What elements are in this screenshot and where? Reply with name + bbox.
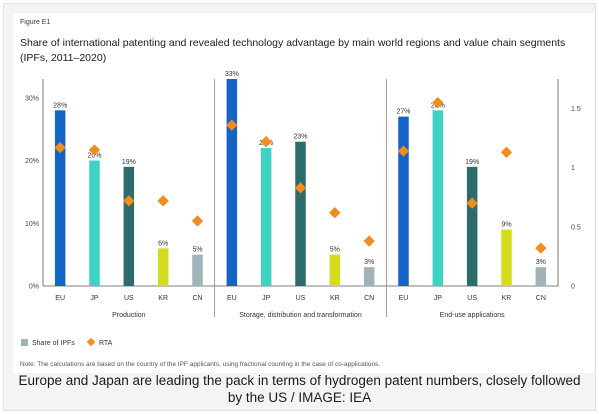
y-tick-label-right: 0.5 <box>571 224 581 231</box>
x-tick-label: JP <box>262 295 271 302</box>
rta-marker-kr <box>157 195 169 207</box>
figure-frame: Figure E1 Share of international patenti… <box>3 3 596 411</box>
bar-cn <box>192 254 203 286</box>
rta-marker-kr <box>500 146 513 158</box>
rta-marker-cn <box>191 215 204 227</box>
bar-jp <box>432 110 444 286</box>
chart-title: Share of international patenting and rev… <box>20 36 580 66</box>
rta-marker-eu <box>397 145 410 157</box>
bar-value-label: 19% <box>122 159 136 166</box>
x-tick-label: KR <box>502 295 512 302</box>
rta-marker-kr <box>329 207 341 219</box>
bar-kr <box>329 254 341 286</box>
group-label: Storage, distribution and transformation <box>239 312 362 319</box>
chart-panel: Figure E1 Share of international patenti… <box>13 13 594 373</box>
bar-chart: 0% 10% 20% 30% 0 0.5 1 1.5 28% EU 20% JP 19% US 6% KR 5%… <box>21 71 581 347</box>
bar-us <box>295 141 306 286</box>
y-tick-label-right: 0 <box>571 284 575 291</box>
legend-label-rta: RTA <box>99 340 113 347</box>
bar-value-label: 6% <box>158 240 168 247</box>
y-tick-label-right: 1.5 <box>571 106 581 113</box>
bar-us <box>123 166 135 286</box>
bar-jp <box>260 148 272 286</box>
chart-subtitle: (IPFs, 2011–2020) <box>20 52 107 64</box>
bar-value-label: 5% <box>330 247 340 254</box>
x-tick-label: US <box>467 295 477 302</box>
x-tick-label: US <box>124 295 134 302</box>
x-tick-label: US <box>296 295 306 302</box>
bar-value-label: 33% <box>225 71 239 78</box>
bar-jp <box>89 160 100 286</box>
bar-value-label: 23% <box>293 134 307 141</box>
legend-label-ipf: Share of IPFs <box>32 340 75 347</box>
bar-value-label: 3% <box>536 259 546 266</box>
y-tick-label-right: 1 <box>571 165 575 172</box>
x-tick-label: KR <box>330 295 340 302</box>
bar-kr <box>501 229 512 286</box>
bar-value-label: 9% <box>501 222 511 229</box>
legend-swatch-ipf <box>21 339 28 346</box>
rta-marker-jp <box>260 136 272 148</box>
x-tick-label: JP <box>434 295 443 302</box>
bar-eu <box>54 110 66 286</box>
figure-label: Figure E1 <box>20 19 51 26</box>
bar-value-label: 20% <box>87 153 101 160</box>
rta-marker-us <box>294 182 307 194</box>
x-tick-label: CN <box>364 295 374 302</box>
chart-title-text: Share of international patenting and rev… <box>20 37 566 49</box>
y-tick-label-left: 20% <box>25 158 39 165</box>
group-label: End-use applications <box>440 312 505 319</box>
y-tick-label-left: 10% <box>25 221 39 228</box>
rta-marker-cn <box>363 235 375 247</box>
y-tick-label-left: 0% <box>29 284 39 291</box>
x-tick-label: EU <box>55 295 65 302</box>
x-tick-label: EU <box>227 295 237 302</box>
bar-us <box>466 166 478 286</box>
image-caption: Europe and Japan are leading the pack in… <box>18 373 581 405</box>
rta-marker-cn <box>535 242 547 254</box>
group-label: Production <box>112 312 146 319</box>
legend-swatch-rta <box>86 337 96 347</box>
x-tick-label: KR <box>158 295 168 302</box>
rta-marker-eu <box>54 141 66 154</box>
bar-eu <box>226 79 238 286</box>
bar-kr <box>157 248 169 286</box>
bar-cn <box>363 267 375 286</box>
chart-note: Note: The calculations are based on the … <box>20 361 381 368</box>
x-tick-label: CN <box>536 295 546 302</box>
x-tick-label: JP <box>90 295 99 302</box>
bar-value-label: 3% <box>364 259 374 266</box>
rta-marker-us <box>466 197 478 209</box>
x-tick-label: EU <box>399 295 409 302</box>
bar-cn <box>535 267 547 286</box>
y-tick-label-left: 30% <box>25 95 39 102</box>
bar-value-label: 19% <box>465 159 479 166</box>
bar-value-label: 5% <box>192 247 202 254</box>
x-tick-label: CN <box>192 295 202 302</box>
bar-value-label: 27% <box>396 109 410 116</box>
bar-value-label: 28% <box>53 102 67 109</box>
bar-eu <box>398 116 409 287</box>
